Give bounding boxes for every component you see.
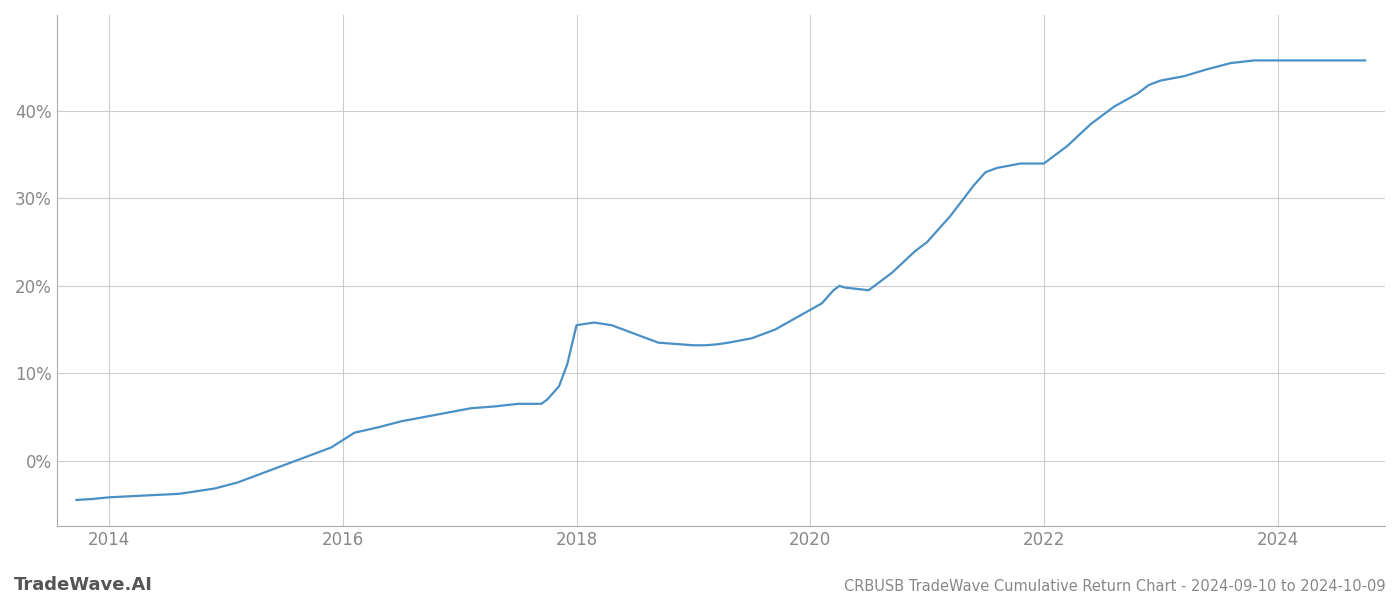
Text: CRBUSB TradeWave Cumulative Return Chart - 2024-09-10 to 2024-10-09: CRBUSB TradeWave Cumulative Return Chart… (844, 579, 1386, 594)
Text: TradeWave.AI: TradeWave.AI (14, 576, 153, 594)
